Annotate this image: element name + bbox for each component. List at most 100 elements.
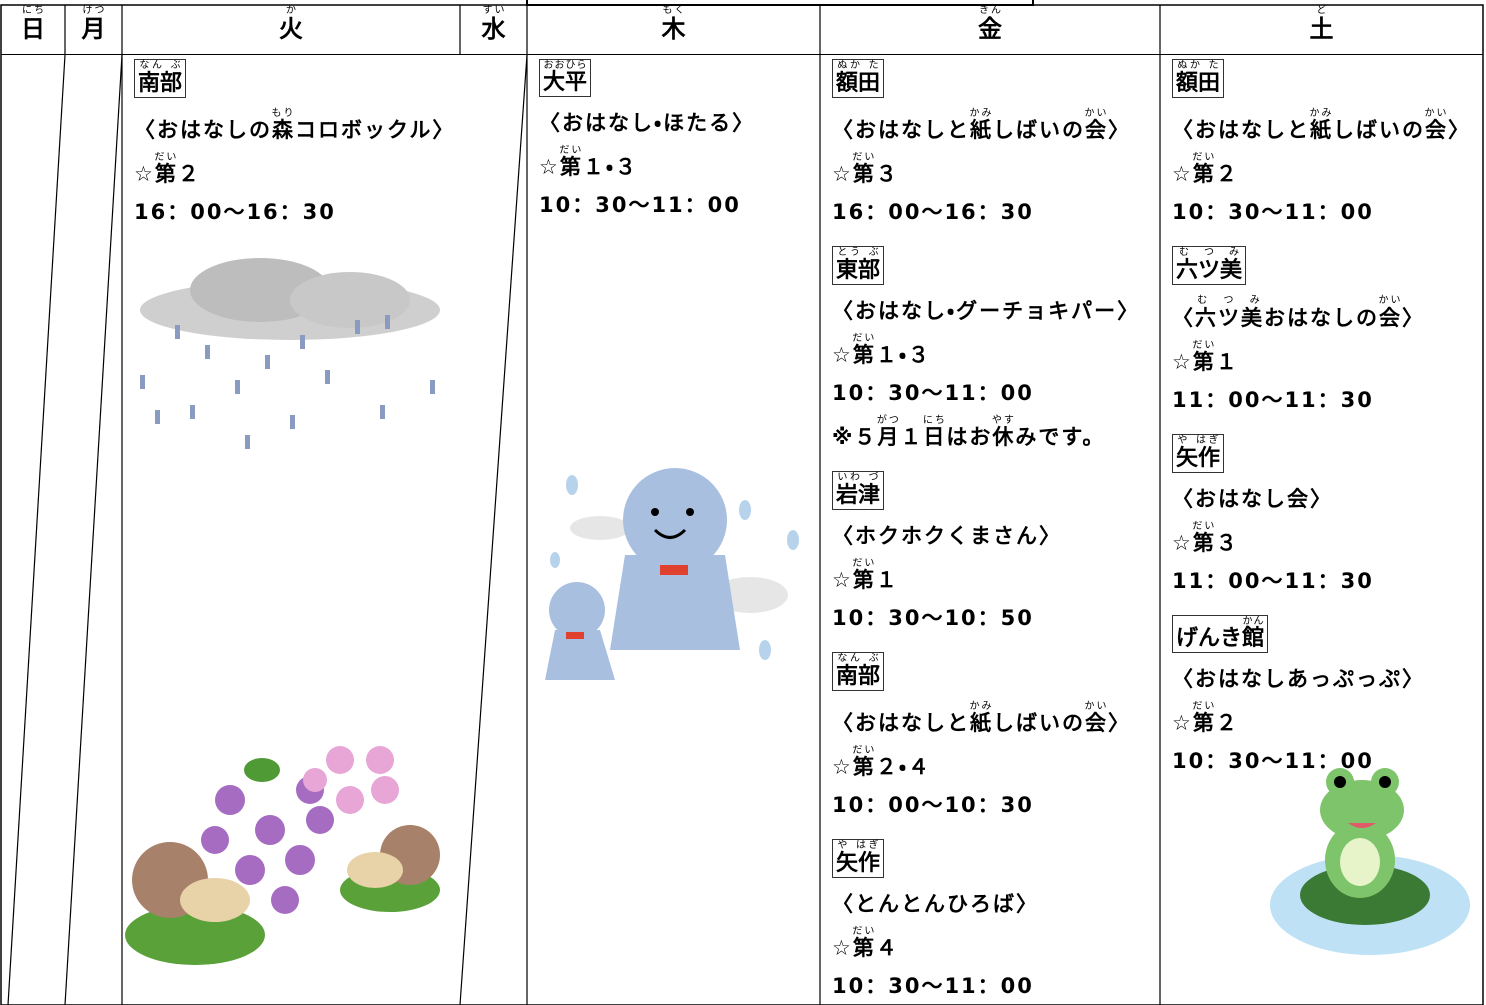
furigana: だい: [852, 745, 877, 756]
base-text: 第: [559, 155, 584, 179]
furigana: がつ: [876, 415, 901, 426]
entry-line: 10：30～11：00: [1172, 196, 1483, 226]
entry-line: 〈おはなしあっぷっぷ〉: [1172, 663, 1483, 693]
text: １: [1215, 350, 1239, 374]
furigana: もく: [661, 5, 686, 16]
base-text: 第: [1192, 531, 1217, 555]
text: 〈おはなし会〉: [1172, 487, 1333, 511]
base-text: 岩津: [836, 483, 881, 508]
ruby-text: 六ツ美む つ み: [1195, 295, 1264, 330]
rain-cloud: [140, 258, 440, 449]
furigana: だい: [1192, 152, 1217, 163]
day-column: 月げつ: [65, 5, 122, 1005]
base-text: 日: [922, 425, 947, 449]
entry: 南部なん ぶ〈おはなしと紙かみしばいの会かい〉 ☆第だい２・４ 10：00～10：3…: [832, 652, 1160, 819]
place: 南部なん ぶ: [832, 652, 885, 691]
furigana: む つ み: [1176, 247, 1242, 258]
text: しばいの: [993, 711, 1085, 735]
furigana: いわ づ: [836, 472, 880, 483]
entry-line: 11：00～11：30: [1172, 384, 1483, 414]
base-text: 第: [852, 343, 877, 367]
base-text: 矢作: [836, 851, 881, 876]
text: 〈おはなしと: [832, 118, 970, 142]
place: 岩津いわ づ: [832, 471, 885, 510]
base-text: 木: [661, 15, 686, 43]
ruby-text: 第だい: [154, 152, 178, 186]
text: 〉: [1402, 306, 1425, 330]
column-lines: [7, 5, 1161, 1005]
base-text: 森: [271, 118, 296, 142]
text: ☆: [832, 936, 853, 960]
furigana: ど: [1309, 5, 1334, 16]
day-body: 南部なん ぶ〈おはなしの森もりコロボックル〉 ☆第だい２ 16：00～16：30: [122, 55, 460, 226]
text: しばいの: [1333, 118, 1425, 142]
entry-line: 〈ホクホクくまさん〉: [832, 520, 1160, 550]
day-body: 大平おおひら 〈おはなし・ほたる〉 ☆第だい１・３ 10：30～11：00: [527, 55, 820, 219]
base-text: 南部: [836, 664, 881, 689]
day-header: 水すい: [460, 5, 527, 55]
entry-line: ☆第だい２: [1172, 701, 1483, 737]
entry: 大平おおひら 〈おはなし・ほたる〉 ☆第だい１・３ 10：30～11：00: [539, 59, 820, 219]
entry: 矢作や はぎ 〈おはなし会〉 ☆第だい３ 11：00～11：30: [1172, 434, 1483, 595]
ruby-text: 紙かみ: [970, 108, 993, 142]
base-text: 額田: [1176, 71, 1221, 96]
ruby-text: 日にち: [21, 5, 45, 43]
furigana: だい: [852, 333, 877, 344]
day-header: 木もく: [527, 5, 820, 55]
furigana: だい: [559, 145, 584, 156]
entry-line: ※５月がつ１日にちはお休やすみです。: [832, 415, 1160, 451]
furigana: かみ: [1309, 108, 1334, 119]
text: げんき: [1176, 626, 1243, 651]
text: ☆: [1172, 162, 1193, 186]
furigana: む つ み: [1195, 295, 1264, 306]
ruby-text: 日にち: [922, 415, 947, 449]
text: ☆: [832, 755, 853, 779]
text: ☆: [832, 568, 853, 592]
day-column: 火か 南部なん ぶ〈おはなしの森もりコロボックル〉 ☆第だい２ 16：00～16：30: [122, 5, 460, 1005]
base-text: 第: [852, 568, 877, 592]
ruby-text: 紙かみ: [969, 701, 994, 735]
entry-line: ☆第だい３: [1172, 521, 1483, 557]
day-body: 額田ぬか た〈おはなしと紙かみしばいの会かい〉 ☆第だい２ 10：30～11：00 六…: [1160, 55, 1483, 775]
entry-line: ☆第だい３: [832, 152, 1160, 188]
text: ☆: [832, 162, 853, 186]
ruby-text: 会かい: [1084, 108, 1109, 142]
entry-line: 16：00～16：30: [832, 196, 1160, 226]
ruby-text: 額田ぬか た: [836, 60, 880, 96]
base-text: 館: [1242, 626, 1265, 651]
furigana: かみ: [969, 108, 994, 119]
base-text: 第: [852, 936, 877, 960]
text: ※５: [832, 425, 878, 449]
base-text: 矢作: [1176, 446, 1221, 471]
furigana: だい: [852, 152, 877, 163]
furigana: だい: [154, 152, 179, 163]
entry: 南部なん ぶ〈おはなしの森もりコロボックル〉 ☆第だい２ 16：00～16：30: [134, 59, 460, 226]
place: 矢作や はぎ: [832, 839, 885, 878]
base-text: 大平: [543, 70, 588, 95]
hydrangea-snails: [125, 746, 440, 965]
text: ４: [875, 936, 899, 960]
furigana: やす: [991, 415, 1016, 426]
day-body: [65, 55, 122, 59]
ruby-text: 東部とう ぶ: [836, 247, 880, 283]
base-text: 紙: [969, 711, 994, 735]
text: 〈とんとんひろば〉: [832, 892, 1039, 916]
text: 10：30～11：00: [1172, 200, 1374, 224]
ruby-text: 会かい: [1085, 701, 1108, 735]
furigana: かい: [1084, 108, 1109, 119]
text: ☆: [539, 155, 560, 179]
entry: 東部とう ぶ〈おはなし・グーチョキパー〉 ☆第だい１・３ 10：30～11：00 ※５…: [832, 246, 1160, 451]
entry-line: 〈おはなし・ほたる〉: [539, 107, 820, 137]
text: ２: [1215, 711, 1239, 735]
ruby-text: 会かい: [1379, 295, 1402, 330]
ruby-text: 会かい: [1425, 108, 1448, 142]
entry-line: ☆第だい１: [1172, 340, 1483, 376]
base-text: 第: [1192, 350, 1217, 374]
entry-line: 10：30～11：00: [832, 377, 1160, 407]
text: 〈: [1172, 306, 1195, 330]
base-text: 会: [1084, 118, 1109, 142]
entry-line: ☆第だい２・４: [832, 745, 1160, 781]
furigana: だい: [852, 558, 877, 569]
ruby-text: 木もく: [661, 5, 686, 43]
